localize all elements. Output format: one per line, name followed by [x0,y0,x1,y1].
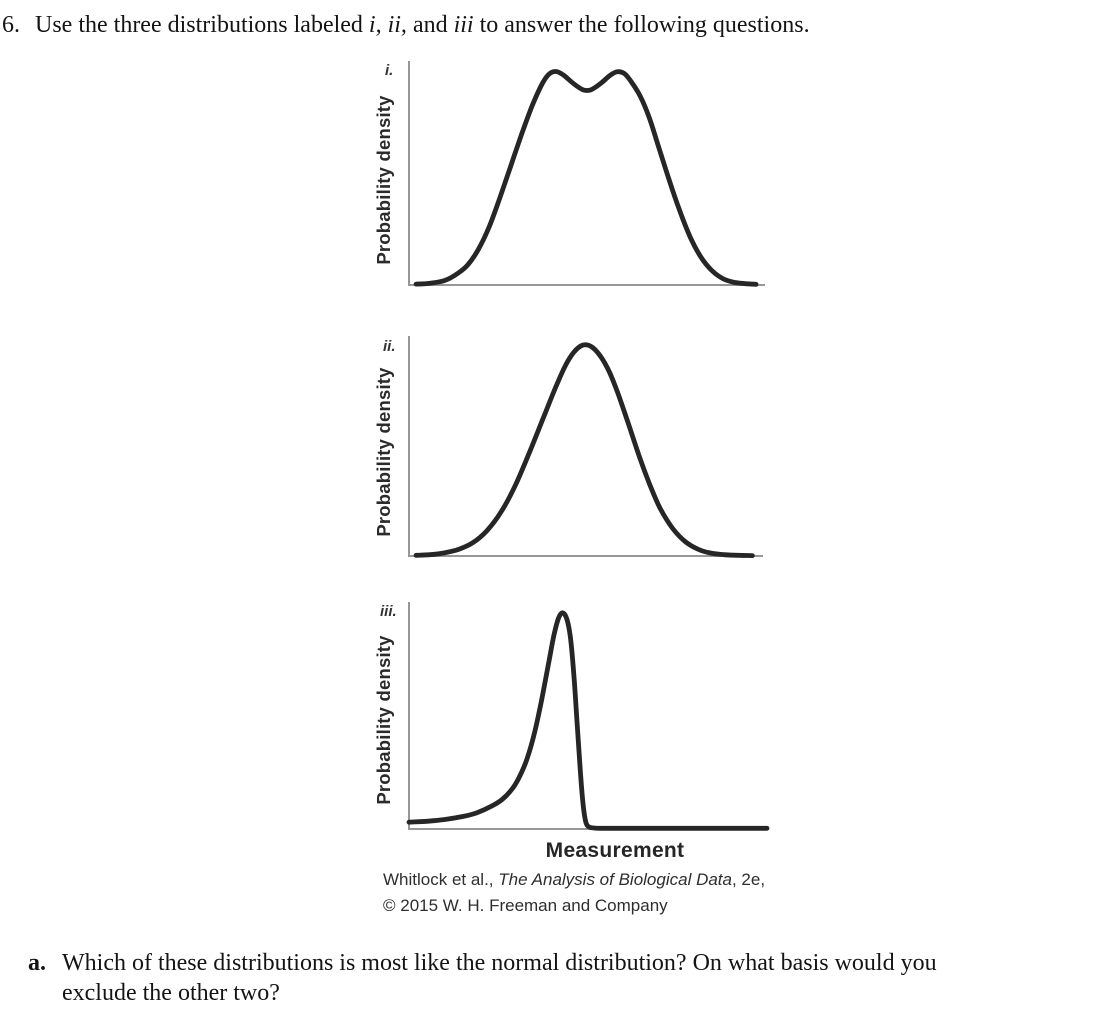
title-segment-italic-1: i, ii, [368,12,407,38]
density-curve-ii [413,342,755,558]
question-a-line-2: exclude the other two? [62,980,280,1006]
question-a-text: Which of these distributions is most lik… [62,948,937,1008]
title-segment-post: to answer the following questions. [473,12,810,38]
attribution-line-1: Whitlock et al., The Analysis of Biologi… [383,867,765,893]
title-segment-italic-2: iii [453,12,474,38]
x-axis-label: Measurement [545,839,685,862]
density-panel-i: i. Probability density [375,61,765,287]
title-segment-pre: Use the three distributions labeled [35,12,369,38]
title-segment-mid: and [406,12,454,38]
attribution-line-2: © 2015 W. H. Freeman and Company [383,896,668,915]
density-curve-i [413,69,759,287]
density-panel-ii: ii. Probability density [375,336,763,558]
exercise-title-text: Use the three distributions labeled i, i… [35,12,810,38]
question-a: a. Which of these distributions is most … [28,948,937,1008]
density-panel-iii: iii. Probability density [375,602,770,831]
attribution-authors: Whitlock et al., [383,870,499,889]
y-axis-label-i: Probability density [375,95,394,265]
y-axis-label-ii: Probability density [375,367,394,537]
panel-label-iii: iii. [380,603,397,620]
exercise-number: 6. [2,12,20,38]
y-axis-label-iii: Probability density [375,635,394,805]
attribution-book-title: The Analysis of Biological Data [498,870,732,889]
question-a-label: a. [28,950,46,976]
exercise-title: 6. Use the three distributions labeled i,… [2,9,1102,41]
attribution-edition: , 2e, [731,870,766,889]
density-curve-iii [406,610,770,831]
figure-attribution: Whitlock et al., The Analysis of Biologi… [383,867,765,919]
panel-label-ii: ii. [383,338,396,355]
panel-label-i: i. [385,62,393,79]
question-a-line-1: Which of these distributions is most lik… [62,950,937,976]
